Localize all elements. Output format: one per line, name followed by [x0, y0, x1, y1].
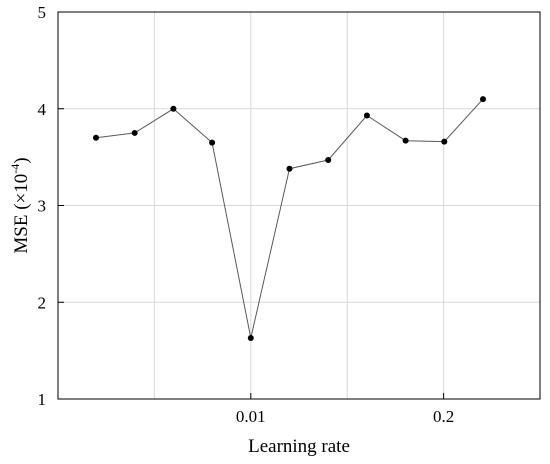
grid: [58, 12, 540, 399]
y-tick-label: 1: [38, 390, 47, 409]
data-point: [480, 96, 486, 103]
x-tick-label: 0.01: [236, 407, 266, 426]
y-tick-label: 2: [38, 293, 47, 312]
series: [93, 96, 486, 342]
data-point: [441, 138, 448, 145]
y-tick-label: 4: [38, 100, 47, 119]
data-point: [286, 165, 293, 172]
y-axis-title: MSE (×10-4): [8, 157, 32, 253]
data-point: [363, 112, 370, 119]
data-point: [325, 157, 332, 164]
data-point: [131, 129, 138, 136]
y-axis-title-main: MSE (×10: [11, 174, 32, 254]
x-tick-label: 0.2: [433, 407, 454, 426]
data-point: [402, 137, 409, 144]
y-axis-title-close: ): [11, 157, 32, 163]
data-point: [93, 134, 99, 141]
y-axis-title-exponent: -4: [8, 164, 22, 174]
data-point: [209, 139, 216, 146]
y-axis: 1 2 3 4 5: [38, 3, 64, 409]
y-tick-label: 3: [38, 197, 47, 216]
y-tick-label: 5: [38, 3, 47, 22]
data-point: [170, 105, 177, 112]
x-axis-title: Learning rate: [248, 436, 350, 457]
data-point: [247, 335, 254, 342]
x-axis: 0.01 0.2: [236, 393, 454, 426]
